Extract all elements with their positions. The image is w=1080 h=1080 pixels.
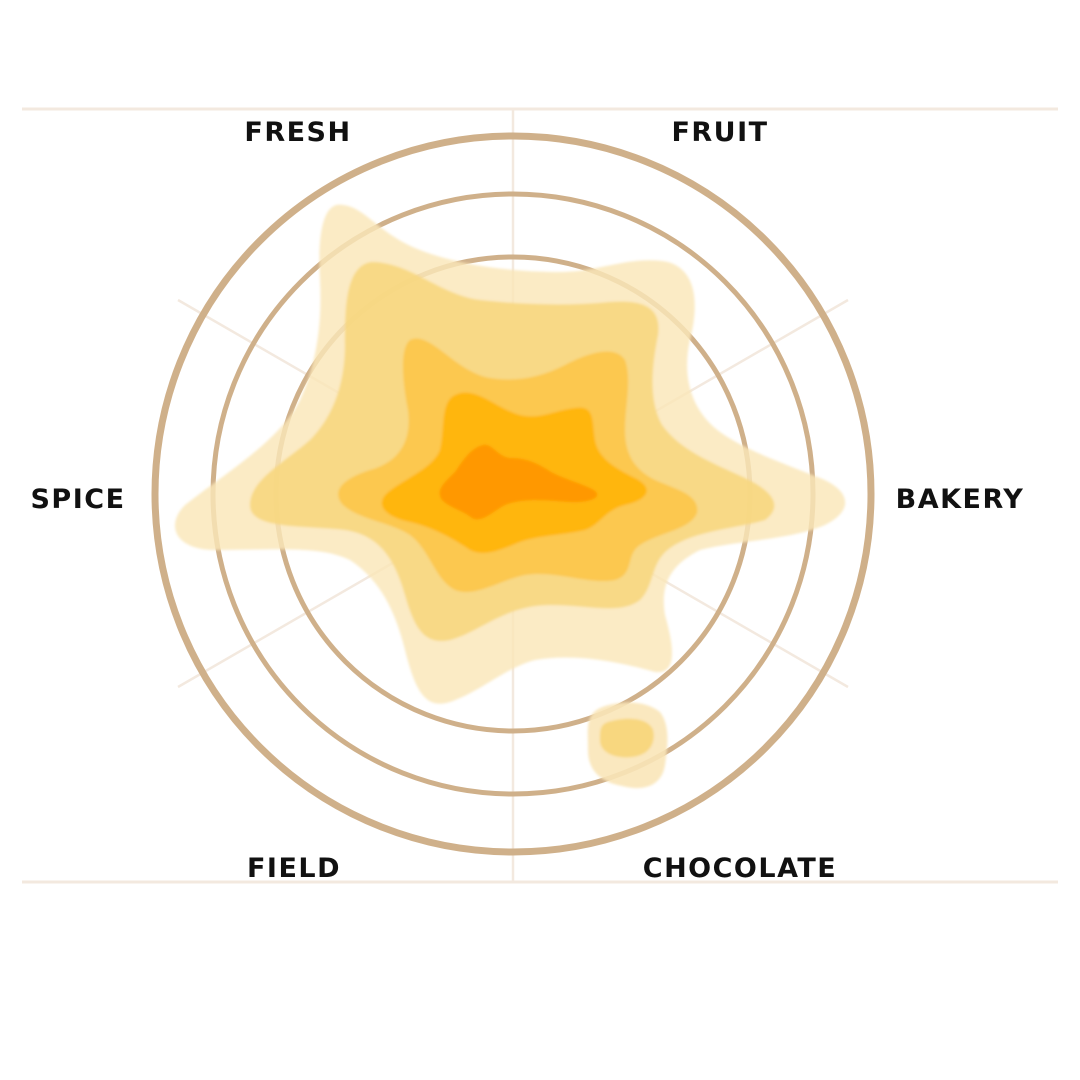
chocolate-blob-inner	[600, 718, 654, 758]
outer-ring	[151, 132, 875, 856]
chocolate-blob	[587, 702, 668, 789]
flavor-shape	[175, 204, 846, 704]
label-fruit: FRUIT	[671, 117, 768, 148]
label-spice: SPICE	[30, 484, 125, 515]
label-field: FIELD	[247, 853, 341, 884]
label-chocolate: CHOCOLATE	[643, 853, 838, 884]
label-fresh: FRESH	[244, 117, 351, 148]
label-bakery: BAKERY	[896, 484, 1025, 515]
flavor-layer-5	[439, 444, 598, 520]
